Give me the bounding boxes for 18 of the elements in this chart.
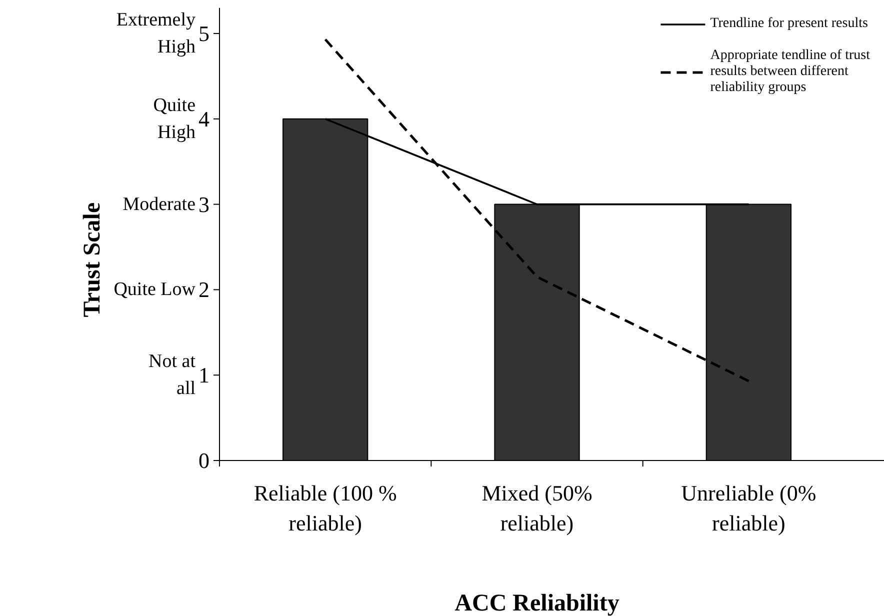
legend-label: Appropriate tendline of trust results between different reliability groups <box>710 48 870 96</box>
x-axis-title: ACC Reliability <box>454 590 620 616</box>
legend-label: Trendline for present results <box>710 16 868 32</box>
text: Extremely High <box>116 9 196 58</box>
y-tick-label: 4 <box>198 106 210 132</box>
x-tick-label: Mixed (50% reliable) <box>482 480 592 536</box>
y-tick-label: 2 <box>198 277 210 302</box>
y-axis-title: Trust Scale <box>80 202 106 318</box>
text: Not at all <box>148 350 196 400</box>
x-tick-label: Unreliable (0% reliable) <box>681 480 816 536</box>
y-tick-label: 5 <box>198 21 210 46</box>
text: Quite High <box>153 94 196 144</box>
text: Moderate <box>122 194 196 215</box>
text: Quite Low <box>114 279 196 300</box>
y-tick-label: 0 <box>198 448 210 473</box>
x-tick-label: Reliable (100 % reliable) <box>254 480 397 536</box>
y-tick-label: 1 <box>198 362 210 388</box>
y-tick-label: 3 <box>198 192 210 217</box>
